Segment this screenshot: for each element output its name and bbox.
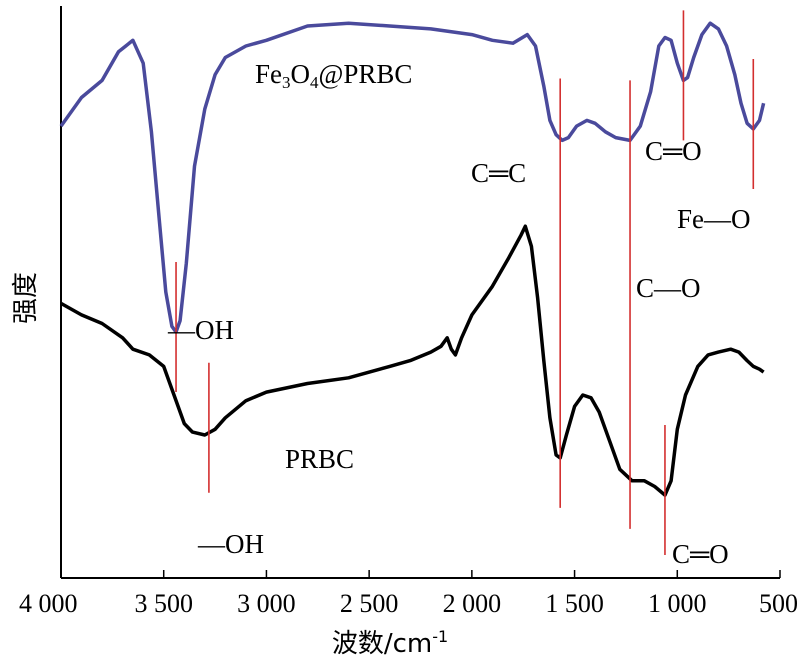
x-tick-label: 500 bbox=[759, 589, 798, 618]
series-lines bbox=[59, 21, 766, 497]
series-line-prbc bbox=[60, 224, 765, 497]
annotation-c-double-o-bottom: C═O bbox=[672, 539, 729, 569]
x-tick-label: 2 500 bbox=[340, 589, 399, 618]
annotation-oh-top: —OH bbox=[167, 315, 234, 345]
annotation-fe-o: Fe—O bbox=[677, 204, 751, 234]
annotation-c-double-c: C═C bbox=[471, 158, 526, 188]
x-axis-title: 波数/cm-1 bbox=[332, 627, 448, 659]
y-axis-title: 强度 bbox=[11, 272, 41, 324]
x-tick-label: 3 000 bbox=[237, 589, 296, 618]
x-tick-label: 2 000 bbox=[443, 589, 502, 618]
annotation-oh-bottom: —OH bbox=[197, 529, 264, 559]
series-label-fe3o4-prbc: Fe3O4@PRBC bbox=[255, 59, 412, 92]
annotation-c-double-o-top: C═O bbox=[645, 136, 702, 166]
x-axis-ticks: 4 000 3 500 3 000 2 500 2 000 1 500 1 000 500 bbox=[19, 570, 798, 618]
series-label-prbc: PRBC bbox=[285, 444, 354, 474]
x-tick-label: 1 500 bbox=[545, 589, 604, 618]
x-tick-label: 1 000 bbox=[648, 589, 707, 618]
series-line-fe3o4-prbc bbox=[59, 21, 766, 334]
plot-frame bbox=[60, 6, 780, 579]
annotation-c-single-o: C—O bbox=[636, 273, 701, 303]
peak-marker-lines bbox=[175, 10, 755, 556]
x-tick-label: 3 500 bbox=[134, 589, 193, 618]
x-tick-label: 4 000 bbox=[19, 589, 78, 618]
